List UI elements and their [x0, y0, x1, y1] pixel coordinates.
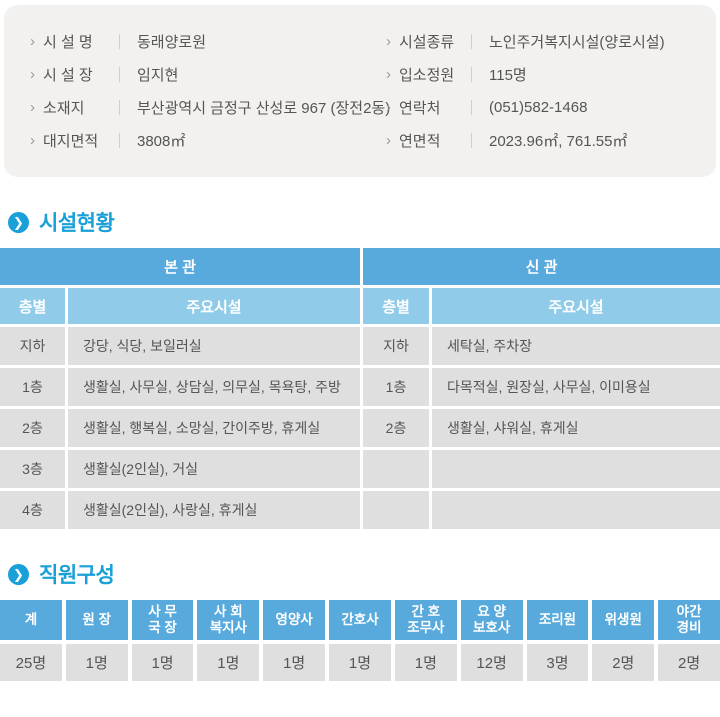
floor-cell: 2층 — [363, 409, 429, 447]
staff-header-director: 원 장 — [65, 600, 128, 640]
floor-cell: 2층 — [0, 409, 65, 447]
info-column-right: › 시설종류 노인주거복지시설(양로시설) › 입소정원 115명 › 연락처 … — [386, 25, 706, 177]
info-value: 동래양로원 — [137, 34, 207, 51]
facility-cell-empty — [432, 450, 720, 488]
staff-value-total: 25명 — [0, 644, 62, 681]
chevron-icon: › — [30, 132, 35, 149]
floor-cell: 3층 — [0, 450, 65, 488]
info-row-site-area: › 대지면적 3808㎡ — [30, 124, 386, 157]
staff-header-total: 계 — [0, 600, 62, 640]
facility-table: 본 관 신 관 층별 주요시설 층별 주요시설 지하 강당, 식당, 보일러실 … — [0, 248, 720, 529]
chevron-icon: › — [30, 66, 35, 83]
facility-cell: 생활실, 행복실, 소망실, 간이주방, 휴게실 — [68, 409, 360, 447]
info-label: 연면적 — [399, 133, 441, 150]
staff-value-social-worker: 1명 — [197, 644, 260, 681]
floor-cell: 1층 — [363, 368, 429, 406]
info-value: 노인주거복지시설(양로시설) — [489, 34, 665, 51]
info-row-facility-type: › 시설종류 노인주거복지시설(양로시설) — [386, 25, 706, 58]
divider — [119, 34, 120, 49]
floor-cell-empty — [363, 491, 429, 529]
main-building-header: 본 관 — [0, 248, 360, 285]
staff-value-director: 1명 — [65, 644, 128, 681]
floor-column-header: 층별 — [363, 288, 429, 324]
facility-cell: 강당, 식당, 보일러실 — [68, 327, 360, 365]
staff-value-sanitation: 2명 — [592, 644, 655, 681]
info-row-facility-name: › 시 설 명 동래양로원 — [30, 25, 386, 58]
divider — [471, 34, 472, 49]
floor-cell: 지하 — [0, 327, 65, 365]
info-label: 입소정원 — [399, 67, 455, 84]
divider — [471, 133, 472, 148]
staff-header-care-worker: 요 양 보호사 — [460, 600, 523, 640]
staff-header-nurse-aide: 간 호 조무사 — [394, 600, 457, 640]
facility-cell: 다목적실, 원장실, 사무실, 이미용실 — [432, 368, 720, 406]
staff-value-nurse-aide: 1명 — [394, 644, 457, 681]
staff-header-nurse: 간호사 — [329, 600, 391, 640]
info-label: 시설종류 — [399, 34, 455, 51]
divider — [119, 133, 120, 148]
info-value: 2023.96㎡, 761.55㎡ — [489, 133, 628, 150]
staff-section-header: ❯ 직원구성 — [8, 562, 720, 587]
staff-section-title: 직원구성 — [39, 564, 115, 587]
new-building-header: 신 관 — [363, 248, 720, 285]
staff-header-office-manager: 사 무 국 장 — [131, 600, 194, 640]
chevron-icon: › — [30, 33, 35, 50]
facilities-column-header: 주요시설 — [432, 288, 720, 324]
staff-value-care-worker: 12명 — [460, 644, 523, 681]
facility-cell: 생활실, 사무실, 상담실, 의무실, 목욕탕, 주방 — [68, 368, 360, 406]
chevron-icon: › — [386, 33, 391, 50]
staff-value-cook: 3명 — [526, 644, 589, 681]
chevron-icon: › — [30, 99, 35, 116]
info-row-floor-area: › 연면적 2023.96㎡, 761.55㎡ — [386, 124, 706, 157]
staff-header-sanitation: 위생원 — [592, 600, 655, 640]
chevron-icon: › — [386, 66, 391, 83]
facility-cell: 세탁실, 주차장 — [432, 327, 720, 365]
info-value: 3808㎡ — [137, 133, 186, 150]
staff-value-office-manager: 1명 — [131, 644, 194, 681]
divider — [471, 67, 472, 82]
staff-value-nutritionist: 1명 — [263, 644, 326, 681]
info-value: 임지현 — [137, 67, 179, 84]
staff-table: 계 원 장 사 무 국 장 사 회 복지사 영양사 간호사 간 호 조무사 요 … — [0, 600, 720, 681]
floor-cell: 1층 — [0, 368, 65, 406]
section-arrow-icon: ❯ — [8, 563, 29, 585]
info-row-capacity: › 입소정원 115명 — [386, 58, 706, 91]
divider — [119, 100, 120, 115]
floor-cell: 지하 — [363, 327, 429, 365]
divider — [471, 100, 472, 115]
info-row-director: › 시 설 장 임지현 — [30, 58, 386, 91]
facility-info-panel: › 시 설 명 동래양로원 › 시 설 장 임지현 › 소재지 부산광역시 금정… — [4, 5, 716, 177]
chevron-icon: › — [386, 132, 391, 149]
info-value: (051)582-1468 — [489, 99, 588, 116]
info-label: 연락처 — [399, 100, 441, 117]
staff-header-nutritionist: 영양사 — [263, 600, 326, 640]
facility-cell: 생활실(2인실), 사랑실, 휴게실 — [68, 491, 360, 529]
floor-cell: 4층 — [0, 491, 65, 529]
info-label: 시 설 명 — [43, 34, 93, 51]
staff-value-nurse: 1명 — [329, 644, 391, 681]
staff-header-cook: 조리원 — [526, 600, 589, 640]
divider — [119, 67, 120, 82]
facility-cell: 생활실(2인실), 거실 — [68, 450, 360, 488]
section-arrow-icon: ❯ — [8, 211, 29, 233]
info-column-left: › 시 설 명 동래양로원 › 시 설 장 임지현 › 소재지 부산광역시 금정… — [30, 25, 390, 177]
facility-cell-empty — [432, 491, 720, 529]
info-label: 시 설 장 — [43, 67, 93, 84]
info-label: 대지면적 — [43, 133, 99, 150]
facility-cell: 생활실, 샤워실, 휴게실 — [432, 409, 720, 447]
floor-cell-empty — [363, 450, 429, 488]
facilities-column-header: 주요시설 — [68, 288, 360, 324]
info-value: 부산광역시 금정구 산성로 967 (장전2동) — [137, 100, 391, 117]
facility-section-title: 시설현황 — [39, 212, 115, 235]
facility-section-header: ❯ 시설현황 — [8, 210, 720, 235]
staff-header-social-worker: 사 회 복지사 — [197, 600, 260, 640]
staff-value-night-guard: 2명 — [658, 644, 720, 681]
info-label: 소재지 — [43, 100, 85, 117]
info-value: 115명 — [489, 67, 527, 84]
info-row-contact: › 연락처 (051)582-1468 — [386, 91, 706, 124]
chevron-icon: › — [386, 99, 391, 116]
floor-column-header: 층별 — [0, 288, 65, 324]
info-row-address: › 소재지 부산광역시 금정구 산성로 967 (장전2동) — [30, 91, 390, 124]
staff-header-night-guard: 야간 경비 — [658, 600, 720, 640]
